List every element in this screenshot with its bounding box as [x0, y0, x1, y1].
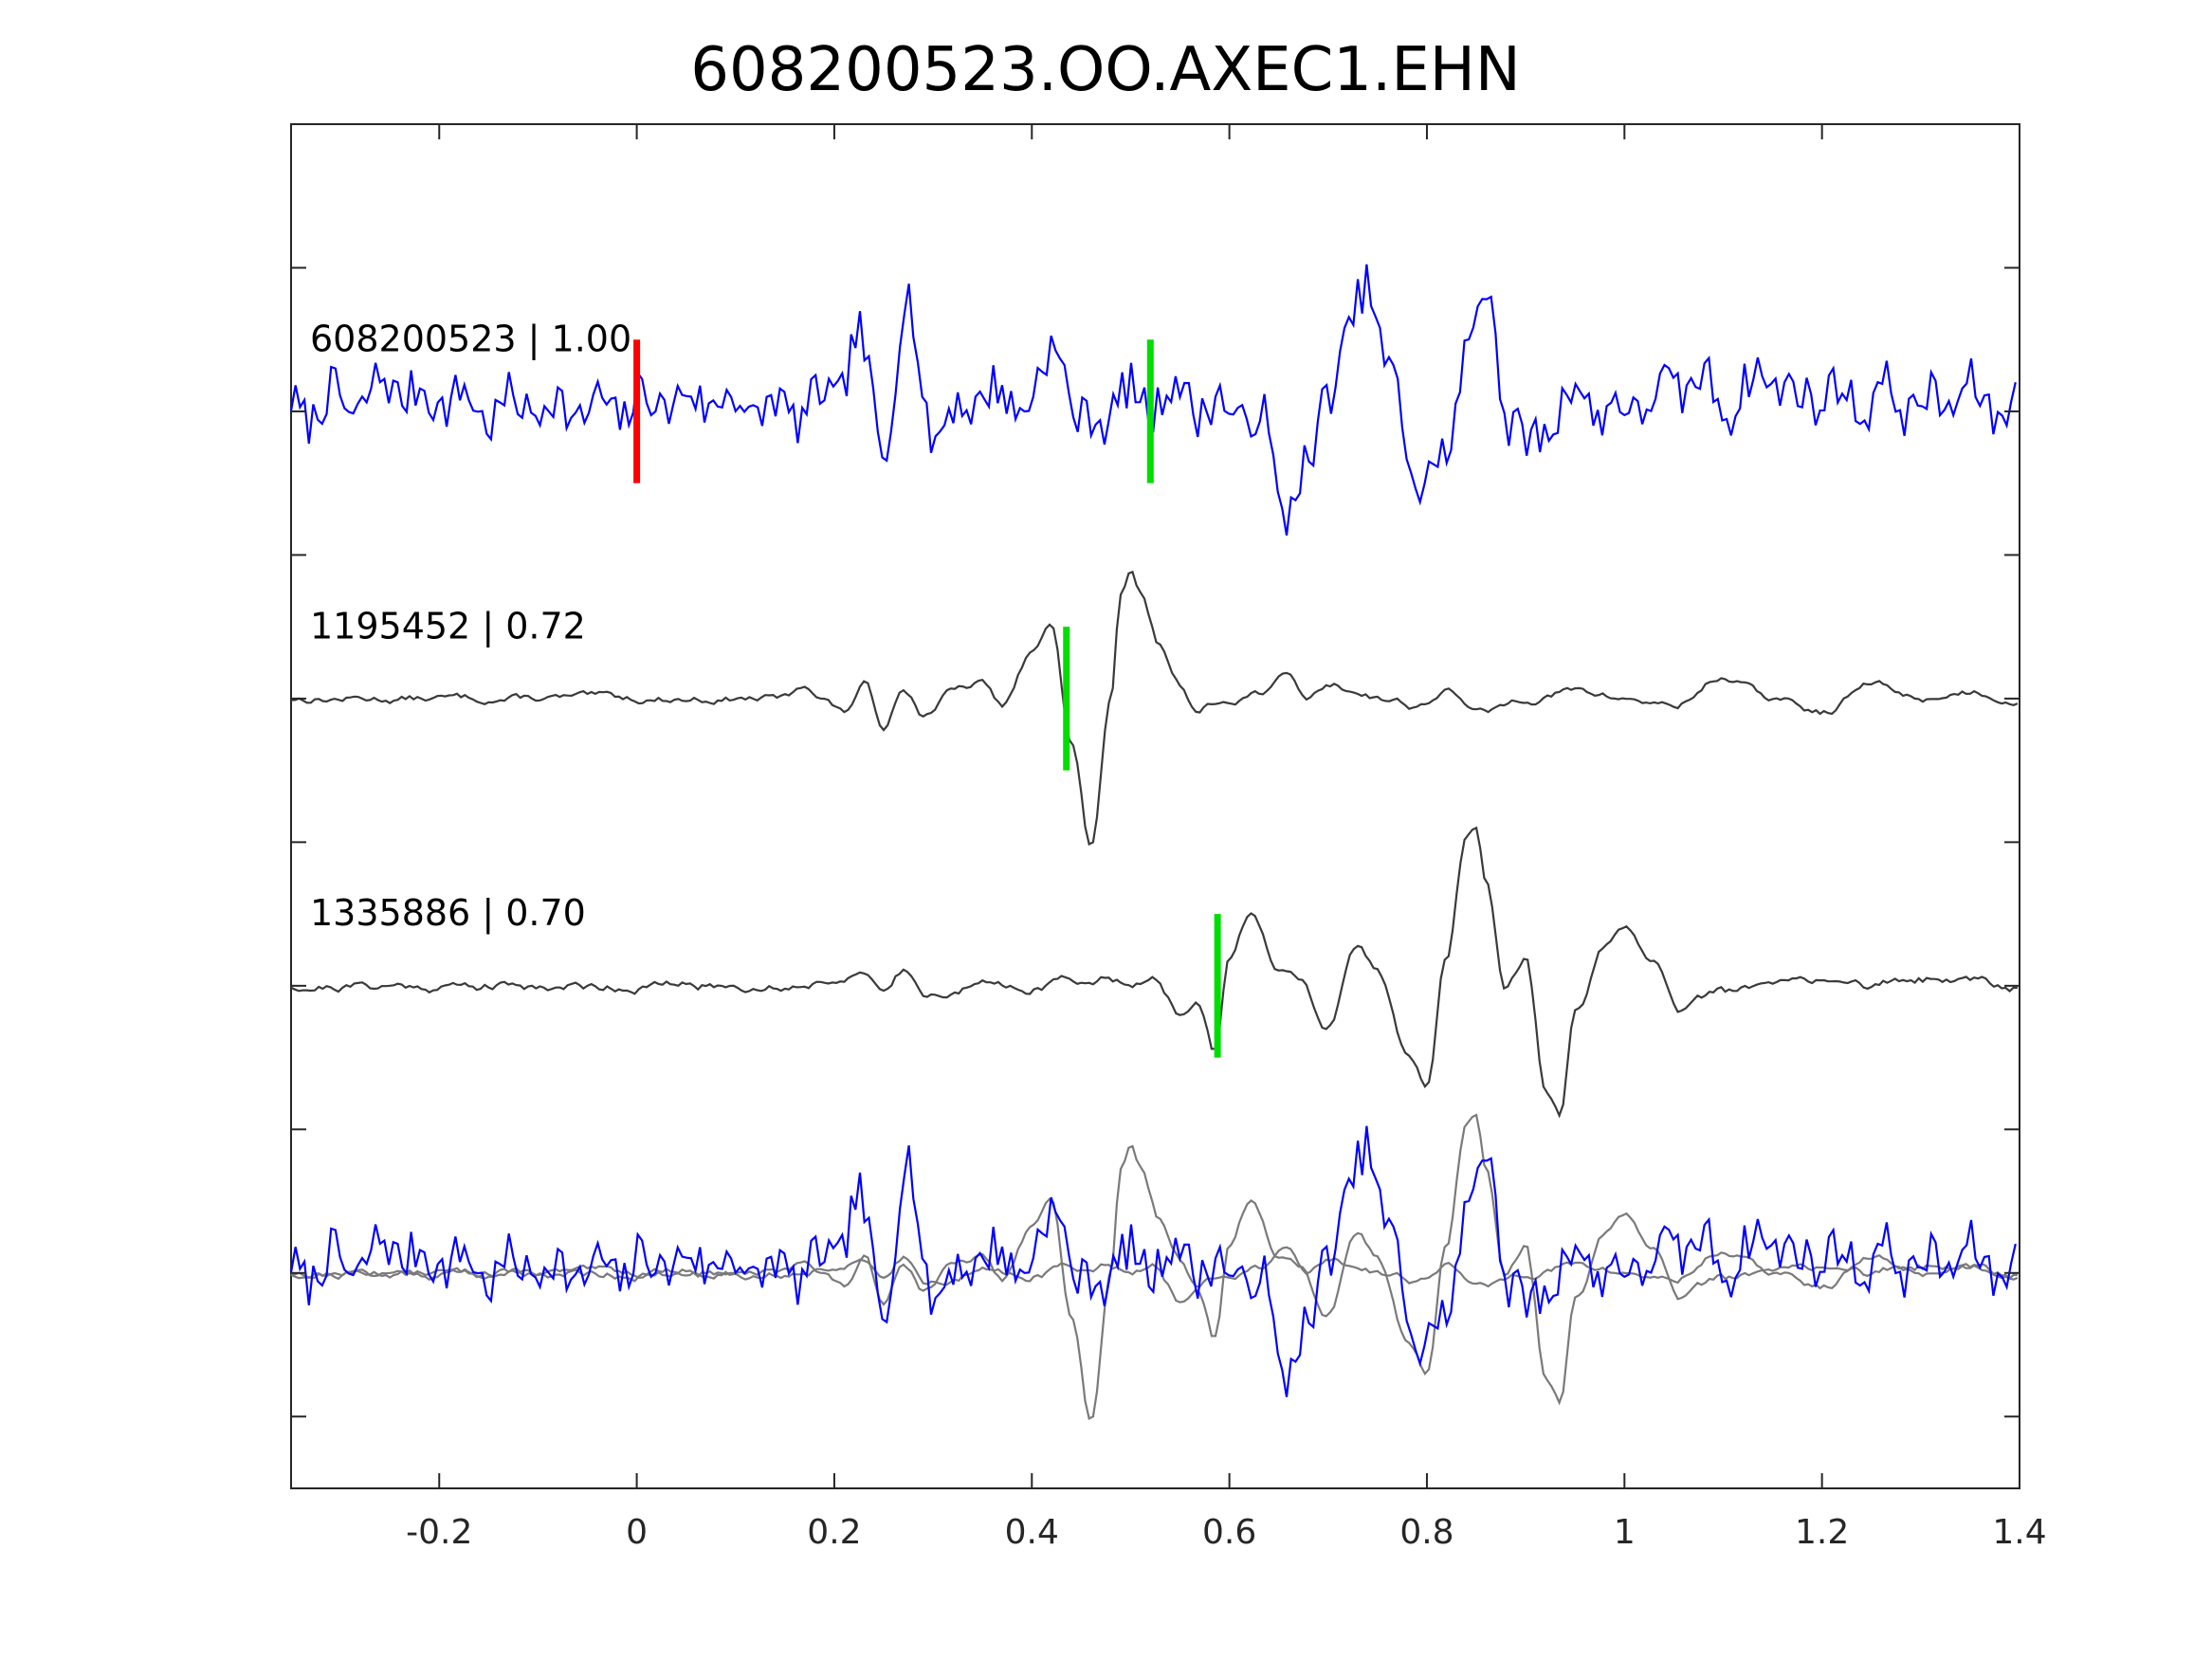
trace-group: 1335886 | 0.70: [290, 826, 2018, 1119]
x-tick-label: 1.2: [1795, 1513, 1849, 1552]
trace-waveform: [290, 570, 2019, 847]
x-tick-label: 0.4: [1005, 1513, 1059, 1552]
x-tick-label: 1.4: [1992, 1513, 2046, 1552]
overlay-target-waveform: [289, 1125, 2017, 1397]
trace-waveform: [290, 826, 2018, 1119]
plot-frame: [290, 123, 2020, 1489]
trace-label: 1195452 | 0.72: [310, 605, 586, 647]
axis-ticks: [291, 124, 2020, 1488]
overlay-stack: [289, 1113, 2019, 1421]
x-tick-label: -0.2: [406, 1513, 472, 1552]
trace-label: 1335886 | 0.70: [310, 892, 586, 935]
x-tick-label: 0: [626, 1513, 648, 1552]
x-tick-label: 1: [1614, 1513, 1636, 1552]
trace-label: 608200523 | 1.00: [310, 318, 631, 360]
x-tick-label: 0.6: [1202, 1513, 1256, 1552]
trace-group: 608200523 | 1.00: [289, 264, 2017, 536]
overlay-template-waveform: [290, 1113, 2018, 1406]
chart-title: 608200523.OO.AXEC1.EHN: [690, 35, 1521, 105]
trace-group: 1195452 | 0.72: [290, 570, 2019, 847]
plot-area: 608200523 | 1.00 1195452 | 0.72 1335886 | …: [289, 264, 2019, 1421]
x-tick-label: 0.8: [1399, 1513, 1453, 1552]
x-tick-labels: -0.2 0 0.2 0.4 0.6 0.8 1 1.2 1.4: [406, 1513, 2047, 1552]
x-tick-label: 0.2: [807, 1513, 861, 1552]
